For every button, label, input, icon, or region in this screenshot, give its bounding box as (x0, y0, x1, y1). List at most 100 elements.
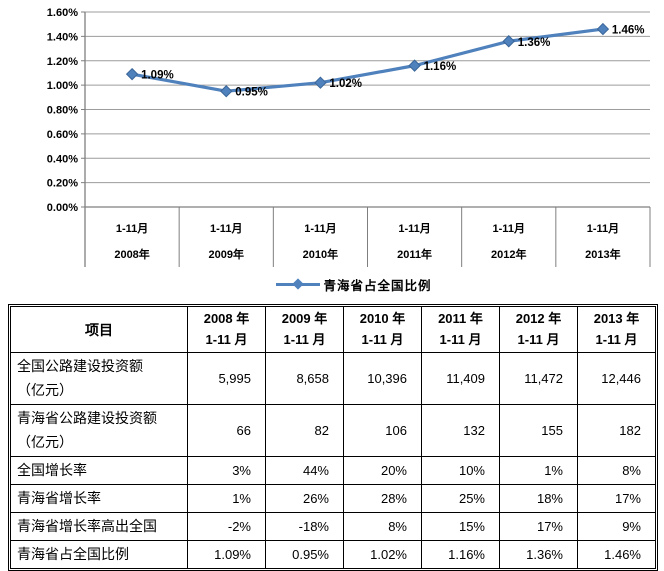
cell-value: 132 (421, 404, 500, 457)
table-row-national-growth: 全国增长率 3% 44% 20% 10% 1% 8% (10, 455, 656, 486)
cell-value: 8% (343, 512, 422, 542)
y-axis-tick-label: 1.60% (47, 7, 78, 19)
y-axis-tick-label: 0.60% (47, 129, 78, 141)
legend-diamond-icon (292, 278, 305, 290)
header-year: 2011 年 (438, 310, 483, 326)
header-cell-2011: 2011 年 1-11 月 (421, 306, 500, 353)
table-row-qinghai-growth: 青海省增长率 1% 26% 28% 25% 18% 17% (10, 484, 656, 514)
table-row-qinghai-investment: 青海省公路建设投资额 （亿元） 66 82 106 132 155 182 (10, 404, 656, 457)
data-table-outer-border: 项目 2008 年 1-11 月 2009 年 1-11 月 2010 年 1-… (8, 304, 658, 571)
chart-legend: 青海省占全国比例 (22, 270, 664, 298)
y-axis-tick-label: 0.40% (47, 153, 78, 165)
header-cell-2012: 2012 年 1-11 月 (499, 306, 578, 353)
header-period: 1-11 月 (595, 331, 638, 347)
x-axis-label-year: 2013年 (585, 247, 620, 261)
data-point-label: 1.09% (141, 70, 174, 82)
cell-value: 1% (499, 455, 578, 486)
data-point-label: 1.46% (612, 25, 645, 37)
row-label: 青海省增长率 (10, 484, 188, 514)
cell-value: 15% (421, 512, 500, 542)
cell-value: 8% (577, 455, 656, 486)
table-row-national-investment: 全国公路建设投资额 （亿元） 5,995 8,658 10,396 11,409… (10, 352, 656, 405)
row-label: 全国增长率 (10, 455, 188, 486)
row-label: 青海省占全国比例 (10, 540, 188, 570)
x-axis-label-year: 2010年 (303, 247, 338, 261)
legend-label: 青海省占全国比例 (323, 278, 432, 293)
header-period: 1-11 月 (439, 331, 482, 347)
cell-value: 28% (343, 484, 422, 514)
cell-value: 1% (187, 484, 266, 514)
row-label: 全国公路建设投资额 （亿元） (10, 352, 188, 405)
cell-value: 18% (499, 484, 578, 514)
data-point-marker (502, 35, 515, 48)
cell-value: 17% (499, 512, 578, 542)
cell-value: 1.46% (577, 540, 656, 570)
header-cell-item: 项目 (10, 306, 188, 353)
cell-value: 10% (421, 455, 500, 486)
cell-value: 26% (265, 484, 344, 514)
cell-value: 1.02% (343, 540, 422, 570)
proportion-line-chart: 0.00% 0.20% 0.40% 0.60% 0.80% 1.00% 1.20% 1.40%… (22, 7, 664, 298)
cell-value: 44% (265, 455, 344, 486)
row-label: 青海省公路建设投资额 （亿元） (10, 404, 188, 457)
cell-value: 1.16% (421, 540, 500, 570)
cell-value: 12,446 (577, 352, 656, 405)
header-year: 2013 年 (593, 310, 640, 326)
x-axis-label-year: 2011年 (397, 247, 432, 261)
x-axis-label-period: 1-11月 (493, 222, 525, 235)
data-point-label: 1.16% (424, 61, 457, 73)
header-period: 1-11 月 (361, 331, 404, 347)
y-axis-tick-label: 1.20% (47, 56, 78, 68)
cell-value: 66 (187, 404, 266, 457)
cell-value: 1.36% (499, 540, 578, 570)
series-line (131, 27, 604, 93)
table-header-row: 项目 2008 年 1-11 月 2009 年 1-11 月 2010 年 1-… (10, 306, 656, 353)
header-year: 2009 年 (281, 310, 328, 326)
header-year: 2008 年 (203, 310, 250, 326)
cell-value: 106 (343, 404, 422, 457)
data-point-marker (596, 22, 610, 36)
x-axis-label-period: 1-11月 (116, 222, 148, 235)
legend-line-marker-icon (276, 278, 321, 290)
y-axis-tick-label: 0.80% (47, 105, 78, 117)
cell-value: 11,472 (499, 352, 578, 405)
cell-value: 11,409 (421, 352, 500, 405)
data-point-marker (220, 85, 233, 98)
x-axis-label-year: 2012年 (491, 247, 526, 261)
cell-value: 5,995 (187, 352, 266, 405)
header-period: 1-11 月 (517, 331, 560, 347)
cell-value: 8,658 (265, 352, 344, 405)
cell-value: 182 (577, 404, 656, 457)
x-axis-label-period: 1-11月 (398, 222, 430, 235)
x-axis-label-year: 2009年 (209, 247, 244, 261)
cell-value: 17% (577, 484, 656, 514)
cell-value: 20% (343, 455, 422, 486)
header-year: 2010 年 (359, 310, 406, 326)
cell-value: 25% (421, 484, 500, 514)
y-axis-tick-label: 0.20% (47, 178, 78, 190)
data-table: 项目 2008 年 1-11 月 2009 年 1-11 月 2010 年 1-… (10, 306, 656, 570)
table-row-proportion: 青海省占全国比例 1.09% 0.95% 1.02% 1.16% 1.36% 1… (10, 540, 656, 570)
cell-value: 9% (577, 512, 656, 542)
cell-value: 155 (499, 404, 578, 457)
table-row-growth-excess: 青海省增长率高出全国 -2% -18% 8% 15% 17% 9% (10, 512, 656, 542)
y-axis-tick-label: 0.00% (47, 202, 78, 214)
header-cell-2009: 2009 年 1-11 月 (265, 306, 344, 353)
header-cell-2013: 2013 年 1-11 月 (577, 306, 656, 353)
cell-value: 82 (265, 404, 344, 457)
row-label: 青海省增长率高出全国 (10, 512, 188, 542)
data-point-marker (314, 76, 327, 89)
header-year: 2012 年 (515, 310, 562, 326)
cell-value: 1.09% (187, 540, 266, 570)
cell-value: -18% (265, 512, 344, 542)
data-point-label: 1.02% (329, 78, 362, 90)
x-axis-label-period: 1-11月 (587, 222, 619, 235)
y-axis-tick-label: 1.40% (47, 31, 78, 43)
x-axis-label-period: 1-11月 (210, 222, 242, 235)
x-axis-label-year: 2008年 (114, 247, 149, 261)
line-chart-canvas: 0.00% 0.20% 0.40% 0.60% 0.80% 1.00% 1.20% 1.40%… (47, 7, 651, 267)
cell-value: 10,396 (343, 352, 422, 405)
y-axis-tick-label: 1.00% (47, 80, 78, 92)
cell-value: -2% (187, 512, 266, 542)
header-period: 1-11 月 (205, 331, 248, 347)
